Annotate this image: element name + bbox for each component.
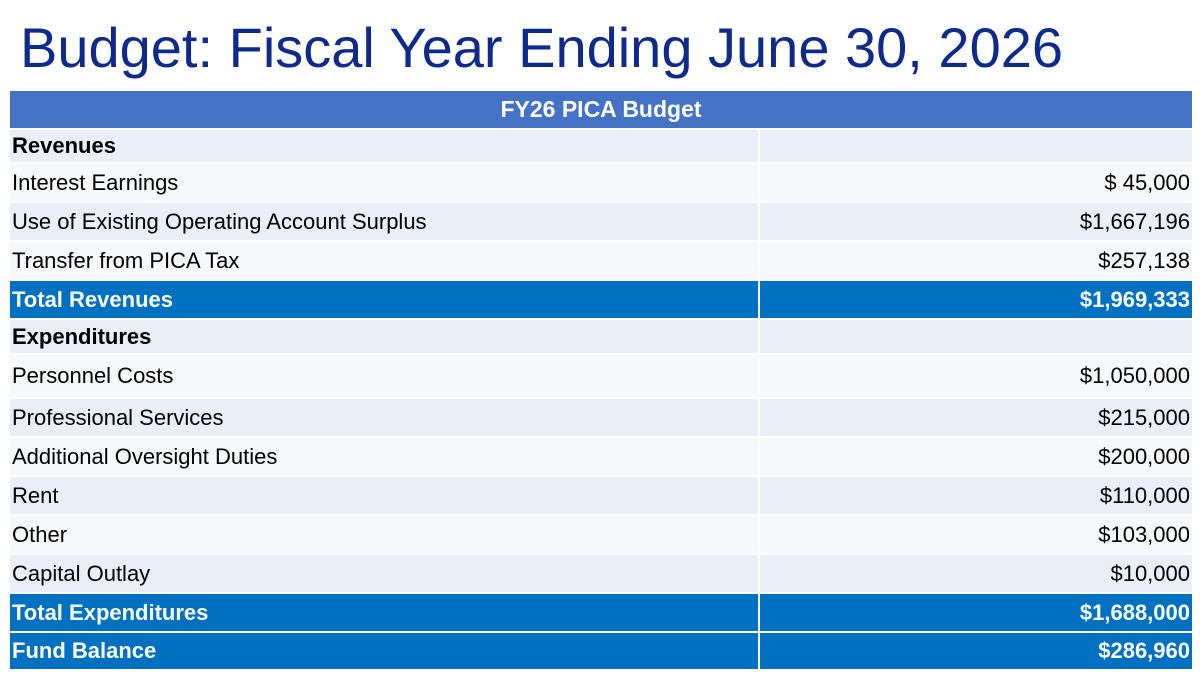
row-label: Expenditures — [12, 323, 152, 349]
row-label: Rent — [12, 482, 59, 508]
row-amount: $286,960 — [758, 633, 1192, 669]
row-amount: $1,688,000 — [758, 594, 1192, 631]
slide-title: Budget: Fiscal Year Ending June 30, 2026 — [20, 16, 1063, 79]
total-row-revenues: Total Revenues $1,969,333 — [10, 279, 1192, 318]
row-label: Capital Outlay — [12, 560, 151, 586]
section-row-expenditures: Expenditures — [10, 318, 1192, 353]
section-row-revenues: Revenues — [10, 128, 1192, 162]
total-row-fund-balance: Fund Balance $286,960 — [10, 631, 1192, 669]
table-row-transfer-pica-tax: Transfer from PICA Tax $257,138 — [10, 240, 1192, 279]
row-amount: $110,000 — [758, 477, 1192, 514]
table-row-oversight-duties: Additional Oversight Duties $200,000 — [10, 436, 1192, 475]
table-row-rent: Rent $110,000 — [10, 475, 1192, 514]
total-row-expenditures: Total Expenditures $1,688,000 — [10, 592, 1192, 631]
row-label: Fund Balance — [12, 638, 157, 663]
table-row-interest-earnings: Interest Earnings $ 45,000 — [10, 162, 1192, 201]
row-label: Revenues — [12, 133, 116, 158]
row-amount: $215,000 — [758, 399, 1192, 436]
row-amount: $10,000 — [758, 555, 1192, 592]
table-row-personnel-costs: Personnel Costs $1,050,000 — [10, 353, 1192, 397]
table-row-capital-outlay: Capital Outlay $10,000 — [10, 553, 1192, 592]
row-label: Additional Oversight Duties — [12, 443, 278, 469]
row-amount: $1,969,333 — [758, 281, 1192, 318]
row-label: Other — [12, 521, 68, 547]
row-amount — [758, 320, 1192, 353]
budget-table: FY26 PICA Budget Revenues Interest Earni… — [10, 91, 1192, 669]
row-label: Total Revenues — [12, 286, 173, 312]
table-row-operating-surplus: Use of Existing Operating Account Surplu… — [10, 201, 1192, 240]
row-label: Transfer from PICA Tax — [12, 247, 240, 273]
row-amount: $1,050,000 — [758, 355, 1192, 397]
row-amount: $257,138 — [758, 242, 1192, 279]
row-label: Personnel Costs — [12, 363, 174, 388]
row-amount: $103,000 — [758, 516, 1192, 553]
row-label: Interest Earnings — [12, 169, 179, 195]
row-label: Total Expenditures — [12, 599, 209, 625]
row-amount — [758, 130, 1192, 162]
row-label: Professional Services — [12, 404, 224, 430]
table-row-other: Other $103,000 — [10, 514, 1192, 553]
row-label: Use of Existing Operating Account Surplu… — [12, 208, 427, 234]
table-row-professional-services: Professional Services $215,000 — [10, 397, 1192, 436]
row-amount: $1,667,196 — [758, 203, 1192, 240]
row-amount: $ 45,000 — [758, 164, 1192, 201]
row-amount: $200,000 — [758, 438, 1192, 475]
table-header: FY26 PICA Budget — [10, 91, 1192, 128]
